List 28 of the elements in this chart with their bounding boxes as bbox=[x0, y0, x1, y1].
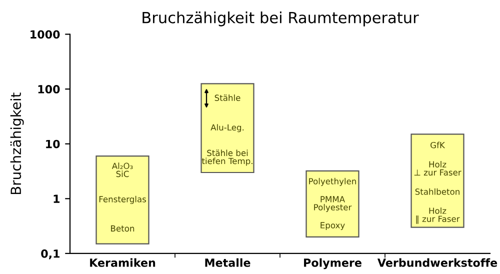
bar bbox=[200, 83, 254, 174]
annotation: Beton bbox=[111, 225, 134, 232]
y-tick-label: 1 bbox=[54, 194, 60, 203]
x-tick-label: Keramiken bbox=[90, 258, 156, 267]
annotation: Alu-Leg. bbox=[210, 124, 244, 132]
bar bbox=[96, 155, 150, 244]
annotation: Fensterglas bbox=[99, 196, 146, 204]
y-axis-title: Bruchzähigkeit bbox=[10, 92, 24, 194]
annotation: Stähle bei tiefen Temp. bbox=[202, 150, 252, 166]
annotation: Al₂O₃ SiC bbox=[112, 162, 133, 178]
annotation: Holz ‖ zur Faser bbox=[416, 207, 460, 224]
chart-title: Bruchzähigkeit bei Raumtemperatur bbox=[142, 12, 419, 26]
bar bbox=[306, 170, 360, 238]
annotation: PMMA Polyester bbox=[314, 196, 352, 212]
annotation: Stähle bbox=[214, 94, 240, 101]
annotation: Polyethylen bbox=[309, 178, 356, 186]
bar bbox=[410, 134, 464, 228]
y-tick-label: 10 bbox=[46, 140, 60, 148]
y-tick-label: 0,1 bbox=[41, 249, 60, 260]
y-tick-label: 1000 bbox=[30, 30, 60, 39]
x-tick-label: Polymere bbox=[304, 258, 362, 270]
annotation: Epoxy bbox=[320, 222, 345, 230]
annotation: GfK bbox=[430, 142, 446, 148]
x-tick-label: Verbundwerkstoffe bbox=[377, 258, 498, 267]
x-tick-label: Metalle bbox=[205, 258, 250, 267]
y-tick-label: 100 bbox=[38, 85, 60, 94]
annotation: Holz ⊥ zur Faser bbox=[414, 161, 462, 176]
annotation: Stahlbeton bbox=[415, 188, 460, 195]
